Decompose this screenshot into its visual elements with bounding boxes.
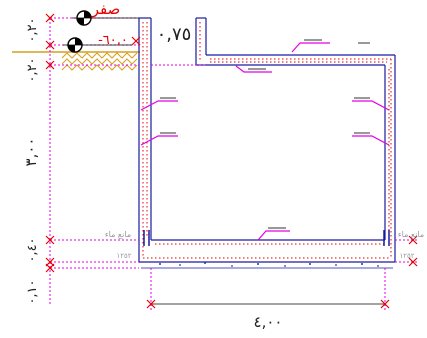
dim-left-main: ٣,٠٠ xyxy=(22,138,40,167)
tag-label-right: ١٢٥٢ xyxy=(399,252,414,260)
tag-label-left: ١٢٥٢ xyxy=(116,252,131,260)
dim-left-bottom: ٠,١٠ xyxy=(25,279,40,304)
water-stop-label-right: مانع ماء xyxy=(398,230,424,239)
structure-outline xyxy=(138,17,396,269)
water-stop-label-left: مانع ماء xyxy=(105,230,131,239)
wall-top-elevation: ٠,٧٥ xyxy=(157,24,192,45)
level-symbol-zero xyxy=(72,10,139,26)
leader-lines xyxy=(140,42,390,241)
level-symbol-ground xyxy=(63,37,132,53)
water-stops xyxy=(143,230,390,246)
dim-bottom-width: ٤,٠٠ xyxy=(254,313,283,331)
base-fill-dots xyxy=(159,262,379,267)
callout-marks xyxy=(160,39,370,229)
level-label-ground: -٦٠,٠ xyxy=(98,33,128,48)
level-label-zero: صفر xyxy=(91,0,121,18)
dim-left-base: ٠,٤٠ xyxy=(25,237,40,262)
reinforcement xyxy=(142,22,392,259)
dimension-markers xyxy=(45,13,418,309)
dim-left-top: ٠,٢٠ xyxy=(25,17,40,42)
dim-left-second: ٠,٢٠ xyxy=(25,57,40,82)
